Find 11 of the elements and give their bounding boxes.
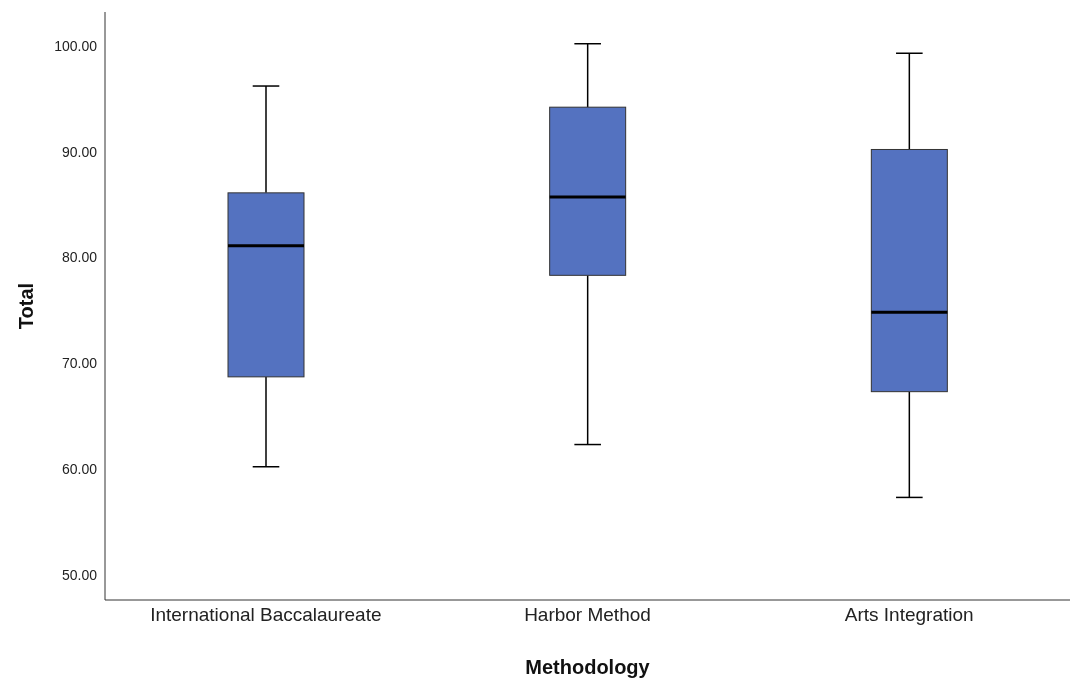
x-tick-label: Harbor Method (524, 604, 651, 626)
x-tick-label: Arts Integration (844, 604, 974, 626)
y-tick-label: 90.00 (61, 143, 98, 160)
y-tick-label: 50.00 (61, 566, 98, 583)
y-tick-label: 70.00 (61, 355, 98, 372)
x-tick-label: International Baccalaureate (150, 604, 382, 626)
y-tick-label: 60.00 (61, 460, 98, 477)
y-axis-title: Total (15, 282, 38, 330)
y-tick-label: 100.00 (54, 37, 98, 54)
y-tick-label: 80.00 (61, 249, 98, 266)
x-axis-title: Methodology (525, 656, 651, 678)
